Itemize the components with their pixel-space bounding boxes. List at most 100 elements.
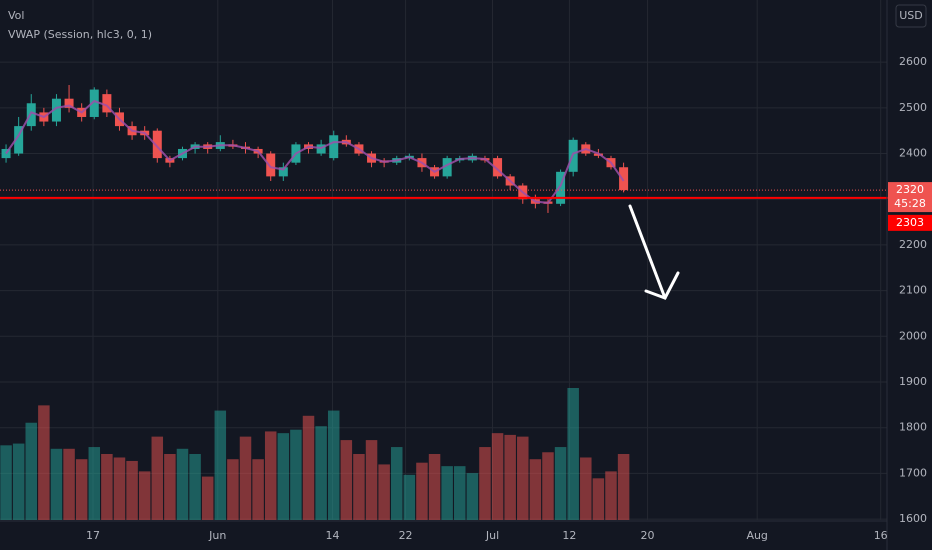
- volume-bar: [491, 433, 504, 520]
- volume-bar: [113, 457, 126, 520]
- y-tick-label: 1900: [899, 375, 927, 388]
- volume-bar: [302, 415, 315, 520]
- candle-body: [493, 158, 503, 177]
- volume-bar: [151, 436, 164, 520]
- volume-bar: [75, 459, 88, 520]
- volume-bar: [378, 464, 390, 520]
- volume-bar: [227, 459, 239, 520]
- y-tick-label: 2400: [899, 147, 927, 160]
- volume-pane: [0, 388, 630, 520]
- volume-bar: [239, 436, 252, 520]
- candle-body: [619, 167, 629, 191]
- y-tick-label: 1600: [899, 512, 927, 525]
- volume-bar: [138, 471, 151, 520]
- candle-body: [14, 126, 24, 154]
- last-price-label: 2320: [896, 183, 924, 196]
- hline-price-box: [888, 214, 932, 231]
- volume-bar: [327, 410, 340, 520]
- volume-bar: [529, 459, 542, 520]
- volume-bar: [454, 466, 466, 520]
- volume-bar: [340, 440, 353, 520]
- y-tick-label: 2600: [899, 55, 927, 68]
- volume-bar: [176, 448, 189, 520]
- volume-bar: [315, 426, 327, 520]
- volume-bar: [25, 422, 38, 520]
- volume-bar: [252, 459, 264, 520]
- volume-bar: [592, 478, 605, 520]
- volume-bar: [290, 429, 302, 520]
- x-tick-label: Aug: [746, 529, 767, 542]
- volume-bar: [88, 447, 101, 520]
- y-tick-label: 2000: [899, 329, 927, 342]
- volume-bar: [580, 457, 592, 520]
- arrow-drawing: [628, 204, 680, 300]
- hline-price-label: 2303: [896, 216, 924, 229]
- x-tick-label: 22: [399, 529, 413, 542]
- volume-bar: [517, 436, 529, 520]
- last-price-box: [888, 182, 932, 213]
- y-tick-label: 1800: [899, 421, 927, 434]
- volume-bar: [605, 471, 617, 520]
- y-tick-label: 2500: [899, 101, 927, 114]
- volume-bar: [441, 466, 453, 520]
- x-tick-label: 17: [86, 529, 100, 542]
- y-tick-label: 1700: [899, 466, 927, 479]
- volume-bar: [365, 440, 378, 520]
- volume-bar: [403, 474, 416, 520]
- x-tick-label: Jul: [485, 529, 499, 542]
- x-tick-label: 14: [325, 529, 339, 542]
- candle-body: [89, 89, 99, 117]
- candle-body: [556, 171, 566, 204]
- currency-box[interactable]: [895, 4, 927, 28]
- volume-bar: [189, 454, 201, 520]
- candle-body: [152, 130, 162, 159]
- indicator-label[interactable]: VWAP (Session, hlc3, 0, 1): [8, 28, 152, 41]
- volume-bar: [0, 445, 12, 520]
- overlay: [0, 189, 932, 199]
- arrow-shaft: [628, 204, 667, 300]
- volume-bar: [479, 447, 491, 520]
- price-pane: [1, 84, 629, 213]
- volume-bar: [353, 454, 365, 520]
- countdown-label: 45:28: [894, 197, 926, 210]
- volume-bar: [12, 443, 25, 520]
- volume-bar: [542, 452, 554, 520]
- volume-bar: [50, 448, 63, 520]
- candle-body: [329, 135, 339, 159]
- candle-body: [51, 98, 61, 122]
- y-tick-label: 2200: [899, 238, 927, 251]
- candle-body: [278, 167, 288, 177]
- arrow-head: [644, 271, 680, 300]
- volume-bar: [126, 460, 138, 520]
- x-tick-label: 20: [641, 529, 655, 542]
- x-tick-label: Jun: [208, 529, 226, 542]
- volume-bar: [504, 434, 516, 520]
- volume-bar: [38, 405, 50, 520]
- candle-body: [102, 94, 112, 113]
- x-tick-label: 12: [562, 529, 576, 542]
- volume-bar: [201, 476, 214, 520]
- candle-body: [64, 98, 74, 108]
- x-tick-label: 16: [874, 529, 888, 542]
- indicator-label[interactable]: Vol: [8, 9, 24, 22]
- axes: 1600170018001900200021002200230024002500…: [86, 55, 932, 542]
- volume-bar: [617, 454, 630, 520]
- volume-bar: [466, 473, 479, 520]
- volume-bar: [63, 448, 75, 520]
- volume-bar: [554, 447, 567, 520]
- volume-bar: [567, 388, 579, 520]
- candle-body: [442, 158, 452, 177]
- volume-bar: [264, 431, 277, 520]
- volume-bar: [416, 462, 428, 520]
- volume-bar: [214, 410, 227, 520]
- currency-label: USD: [899, 9, 923, 22]
- candle-body: [26, 103, 36, 127]
- volume-bar: [101, 454, 113, 520]
- volume-bar: [390, 447, 403, 520]
- vwap-line: [5, 99, 625, 204]
- candle-body: [266, 153, 276, 177]
- volume-bar: [164, 454, 176, 520]
- volume-bar: [428, 454, 441, 520]
